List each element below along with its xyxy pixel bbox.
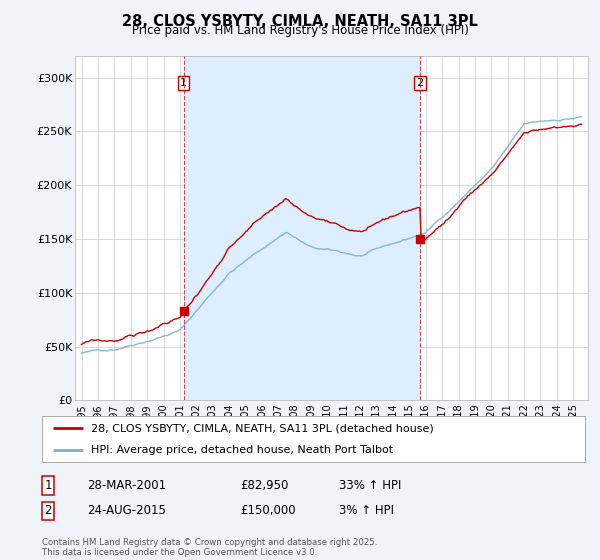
Text: 1: 1 xyxy=(180,78,187,88)
Text: 2: 2 xyxy=(44,504,52,517)
Text: HPI: Average price, detached house, Neath Port Talbot: HPI: Average price, detached house, Neat… xyxy=(91,445,393,455)
Text: Contains HM Land Registry data © Crown copyright and database right 2025.
This d: Contains HM Land Registry data © Crown c… xyxy=(42,538,377,557)
Text: 33% ↑ HPI: 33% ↑ HPI xyxy=(339,479,401,492)
Text: 28, CLOS YSBYTY, CIMLA, NEATH, SA11 3PL: 28, CLOS YSBYTY, CIMLA, NEATH, SA11 3PL xyxy=(122,14,478,29)
Text: Price paid vs. HM Land Registry's House Price Index (HPI): Price paid vs. HM Land Registry's House … xyxy=(131,24,469,37)
Text: 24-AUG-2015: 24-AUG-2015 xyxy=(87,504,166,517)
Text: 2: 2 xyxy=(416,78,424,88)
Text: £150,000: £150,000 xyxy=(240,504,296,517)
Bar xyxy=(184,56,420,400)
Text: 28, CLOS YSBYTY, CIMLA, NEATH, SA11 3PL (detached house): 28, CLOS YSBYTY, CIMLA, NEATH, SA11 3PL … xyxy=(91,423,434,433)
Text: 1: 1 xyxy=(44,479,52,492)
Text: £82,950: £82,950 xyxy=(240,479,289,492)
Text: 28-MAR-2001: 28-MAR-2001 xyxy=(87,479,166,492)
Text: 3% ↑ HPI: 3% ↑ HPI xyxy=(339,504,394,517)
